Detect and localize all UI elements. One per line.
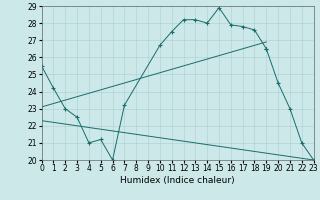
X-axis label: Humidex (Indice chaleur): Humidex (Indice chaleur) [120,176,235,185]
